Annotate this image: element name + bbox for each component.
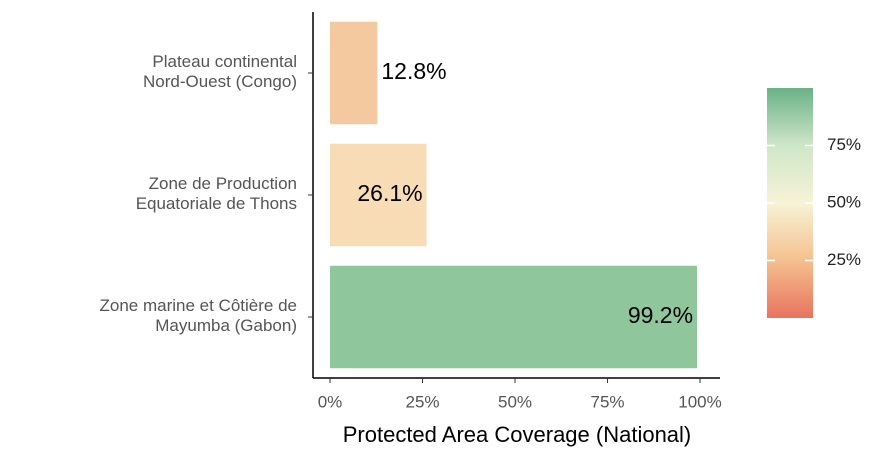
y-tick-label-line: Equatoriale de Thons: [136, 194, 297, 213]
x-tick-label: 25%: [406, 392, 440, 411]
y-tick-label-line: Mayumba (Gabon): [155, 316, 297, 335]
x-tick-label: 100%: [678, 392, 721, 411]
x-tick-label: 75%: [591, 392, 625, 411]
bar: [330, 143, 427, 247]
y-tick-label: Zone de Production Equatoriale de Thons: [136, 174, 297, 213]
y-tick-label: Plateau continental Nord-Ouest (Congo): [143, 52, 297, 91]
value-label: 26.1%: [357, 180, 422, 206]
y-tick-label: Zone marine et Côtière de Mayumba (Gabon): [100, 296, 298, 335]
legend-tick-label: 50%: [827, 192, 861, 211]
legend-tick-label: 25%: [827, 250, 861, 269]
legend-tick-label: 75%: [827, 135, 861, 154]
y-tick-label-line: Nord-Ouest (Congo): [143, 72, 297, 91]
y-tick-label-line: Zone marine et Côtière de: [100, 296, 298, 315]
x-tick-label: 50%: [498, 392, 532, 411]
y-tick-label-line: Zone de Production: [149, 174, 297, 193]
value-label: 99.2%: [628, 302, 693, 328]
x-tick-label: 0%: [318, 392, 343, 411]
bar: [330, 21, 378, 125]
x-axis-label: Protected Area Coverage (National): [343, 422, 692, 447]
bar: [330, 265, 698, 369]
value-label: 12.8%: [381, 58, 446, 84]
y-tick-label-line: Plateau continental: [152, 52, 297, 71]
